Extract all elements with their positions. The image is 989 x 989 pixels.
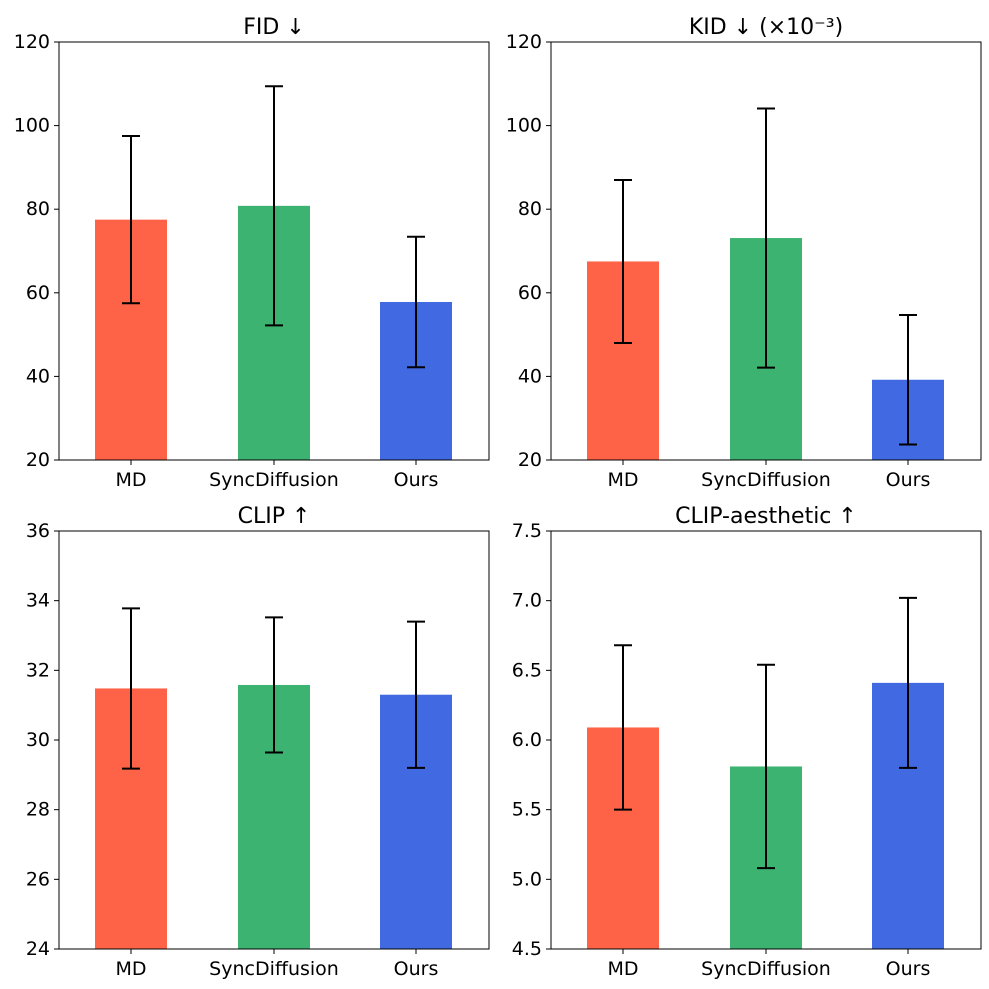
y-tick-label: 60 [518,282,542,304]
y-axis: 20 40 60 80 100 120 [506,31,551,471]
panel-fid: FID ↓ 20 40 60 80 100 120 MD SyncDiffusion Ours [14,15,490,491]
error-bar-syncdiffusion [757,107,775,369]
error-bar-ours [407,235,425,369]
error-bar-syncdiffusion [265,85,283,327]
arrow-up-icon: ↑ [292,504,310,529]
y-tick-label: 80 [26,198,50,220]
x-tick-label: SyncDiffusion [701,469,831,491]
y-tick-label: 40 [26,365,50,387]
y-tick-label: 120 [14,31,50,53]
x-tick-label: MD [607,958,638,980]
y-tick-label: 32 [26,659,50,681]
y-tick-label: 80 [518,198,542,220]
y-axis: 24 26 28 30 32 34 36 [26,520,59,960]
error-bar-ours [899,313,917,446]
error-bar-group [614,107,917,446]
x-tick-label: Ours [886,469,931,491]
chart-title: FID ↓ [243,15,305,40]
chart-title-label: CLIP [238,504,285,529]
chart-title-label: FID [243,15,279,40]
arrow-down-icon: ↓ [286,15,304,40]
chart-title: CLIP-aesthetic ↑ [675,504,857,529]
chart-title-suffix: (×10⁻³) [759,15,843,40]
y-tick-label: 4.5 [512,938,542,960]
y-tick-label: 24 [26,938,50,960]
x-tick-label: SyncDiffusion [701,958,831,980]
x-tick-label: MD [607,469,638,491]
error-bar-md [122,135,140,305]
error-bar-group [614,596,917,870]
error-bar-ours [407,620,425,769]
arrow-up-icon: ↑ [838,504,856,529]
chart-title: CLIP ↑ [238,504,311,529]
y-tick-label: 5.5 [512,799,542,821]
error-bar-md [614,644,632,811]
error-bar-group [122,85,425,369]
y-tick-label: 7.5 [512,520,542,542]
y-tick-label: 6.0 [512,729,542,751]
y-axis: 4.5 5.0 5.5 6.0 6.5 7.0 7.5 [512,520,551,960]
x-axis: MD SyncDiffusion Ours [607,949,930,980]
error-bar-syncdiffusion [265,616,283,754]
error-bar-ours [899,596,917,769]
x-tick-label: MD [115,469,146,491]
x-tick-label: MD [115,958,146,980]
x-tick-label: Ours [886,958,931,980]
y-tick-label: 34 [26,590,50,612]
x-tick-label: SyncDiffusion [209,469,339,491]
y-tick-label: 30 [26,729,50,751]
y-tick-label: 6.5 [512,659,542,681]
y-tick-label: 20 [518,449,542,471]
y-tick-label: 100 [14,115,50,137]
arrow-down-icon: ↓ [734,15,752,40]
chart-title-label: KID [689,15,727,40]
y-tick-label: 60 [26,282,50,304]
y-tick-label: 20 [26,449,50,471]
x-axis: MD SyncDiffusion Ours [115,949,438,980]
y-tick-label: 28 [26,799,50,821]
error-bar-md [122,607,140,770]
chart-title-label: CLIP-aesthetic [675,504,831,529]
x-axis: MD SyncDiffusion Ours [607,460,930,491]
panel-clip-aesthetic: CLIP-aesthetic ↑ 4.5 5.0 5.5 6.0 6.5 7.0 7.5 M… [512,504,982,980]
x-axis: MD SyncDiffusion Ours [115,460,438,491]
y-tick-label: 5.0 [512,868,542,890]
y-axis: 20 40 60 80 100 120 [14,31,59,471]
panel-clip: CLIP ↑ 24 26 28 30 32 34 36 MD SyncDiffusion Our… [26,504,490,980]
chart-title: KID ↓ (×10⁻³) [689,15,843,40]
error-bar-md [614,178,632,344]
panel-kid: KID ↓ (×10⁻³) 20 40 60 80 100 120 MD SyncDiffu… [506,15,982,491]
y-tick-label: 100 [506,115,542,137]
y-tick-label: 36 [26,520,50,542]
x-tick-label: SyncDiffusion [209,958,339,980]
y-tick-label: 7.0 [512,590,542,612]
bar-group [95,205,452,460]
x-tick-label: Ours [394,469,439,491]
x-tick-label: Ours [394,958,439,980]
error-bar-group [122,607,425,770]
error-bar-syncdiffusion [757,663,775,870]
y-tick-label: 40 [518,365,542,387]
y-tick-label: 120 [506,31,542,53]
y-tick-label: 26 [26,868,50,890]
